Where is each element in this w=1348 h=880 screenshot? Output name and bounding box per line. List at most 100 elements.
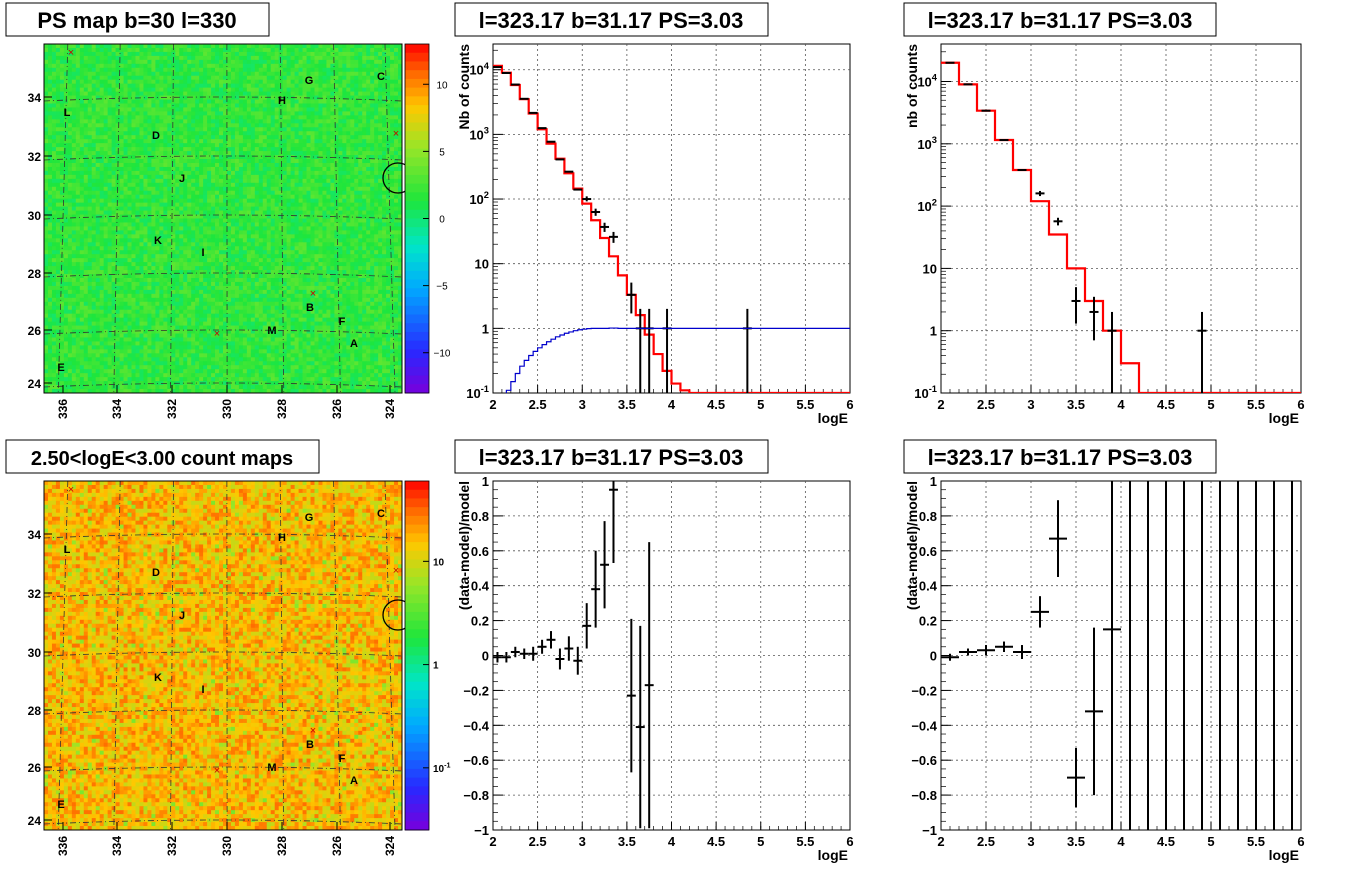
map-pixel — [183, 242, 188, 247]
map-pixel — [75, 250, 81, 255]
map-pixel — [75, 166, 81, 172]
map-pixel — [83, 242, 89, 247]
map-pixel — [115, 131, 120, 136]
map-pixel — [250, 95, 256, 100]
map-pixel — [187, 83, 192, 89]
map-pixel — [95, 202, 101, 208]
map-pixel — [306, 123, 311, 128]
map-pixel — [95, 159, 101, 164]
map-pixel — [99, 258, 105, 263]
map-pixel — [87, 139, 93, 144]
map-pixel — [223, 123, 228, 128]
map-pixel — [175, 210, 180, 215]
map-pixel — [302, 155, 307, 160]
map-pixel — [131, 111, 136, 116]
map-pixel — [47, 79, 53, 85]
map-pixel — [290, 103, 295, 108]
map-pixel — [71, 67, 77, 73]
map-pixel — [262, 47, 268, 53]
map-pixel — [298, 186, 303, 192]
map-pixel — [127, 119, 132, 124]
map-pixel — [322, 226, 327, 231]
map-pixel — [294, 218, 299, 223]
map-pixel — [83, 174, 89, 180]
map-pixel — [290, 115, 295, 120]
map-pixel — [44, 55, 49, 61]
map-pixel — [234, 210, 240, 215]
map-pixel — [79, 135, 85, 140]
map-pixel — [258, 214, 264, 219]
map-pixel — [207, 222, 212, 227]
map-pixel — [115, 127, 120, 132]
map-pixel — [195, 234, 200, 239]
map-pixel — [366, 206, 371, 211]
map-pixel — [99, 226, 105, 231]
map-pixel — [326, 87, 331, 92]
map-pixel — [155, 242, 160, 247]
map-pixel — [55, 222, 61, 227]
map-pixel — [258, 238, 264, 243]
map-pixel — [223, 143, 228, 148]
map-pixel — [326, 95, 331, 100]
title-box-ratio-right: l=323.17 b=31.17 PS=3.03 — [903, 439, 1217, 474]
map-pixel — [215, 214, 220, 219]
map-pixel — [163, 139, 168, 144]
map-pixel — [179, 115, 184, 120]
map-pixel — [306, 111, 311, 116]
map-pixel — [358, 59, 363, 65]
map-pixel — [91, 87, 97, 92]
map-pixel — [211, 75, 216, 81]
map-pixel — [175, 151, 180, 156]
map-pixel — [338, 67, 343, 73]
map-pixel — [350, 254, 355, 259]
map-pixel — [330, 226, 335, 231]
map-pixel — [390, 103, 395, 108]
map-pixel — [230, 155, 236, 160]
map-pixel — [123, 47, 128, 53]
map-pixel — [358, 242, 363, 247]
map-pixel — [226, 87, 232, 92]
map-pixel — [87, 190, 93, 196]
map-pixel — [306, 51, 311, 57]
map-pixel — [326, 139, 331, 144]
map-pixel — [338, 75, 343, 81]
map-pixel — [143, 210, 148, 215]
map-pixel — [199, 87, 204, 92]
map-pixel — [358, 103, 363, 108]
map-pixel — [282, 47, 288, 53]
map-pixel — [175, 99, 180, 104]
map-pixel — [246, 131, 252, 136]
map-pixel — [266, 91, 272, 96]
map-pixel — [167, 103, 172, 108]
map-pixel — [234, 258, 240, 263]
map-pixel — [47, 178, 53, 184]
map-pixel — [246, 230, 252, 235]
map-pixel — [119, 262, 124, 267]
map-pixel — [219, 115, 224, 120]
map-pixel — [274, 242, 280, 247]
map-pixel — [314, 254, 319, 259]
map-pixel — [290, 147, 295, 152]
map-pixel — [87, 87, 93, 92]
map-pixel — [250, 190, 256, 196]
map-pixel — [175, 230, 180, 235]
map-pixel — [250, 186, 256, 192]
map-pixel — [382, 242, 387, 247]
map-pixel — [346, 198, 351, 204]
map-pixel — [207, 210, 212, 215]
map-pixel — [223, 246, 228, 251]
map-pixel — [91, 174, 97, 180]
map-pixel — [167, 75, 172, 81]
map-pixel — [211, 111, 216, 116]
map-pixel — [223, 222, 228, 227]
map-pixel — [44, 214, 49, 219]
map-pixel — [346, 111, 351, 116]
map-pixel — [342, 186, 347, 192]
map-pixel — [382, 135, 387, 140]
map-pixel — [51, 147, 57, 152]
map-pixel — [147, 44, 152, 49]
map-pixel — [59, 59, 65, 65]
map-pixel — [207, 250, 212, 255]
map-pixel — [143, 79, 148, 85]
map-pixel — [211, 230, 216, 235]
